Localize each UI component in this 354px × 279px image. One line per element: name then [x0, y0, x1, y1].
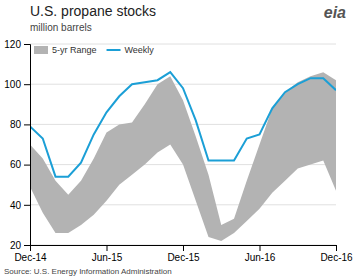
legend-label: Weekly	[125, 45, 155, 55]
source: Source: U.S. Energy Information Administ…	[4, 267, 172, 276]
y-tick: 60	[10, 159, 30, 170]
legend-swatch	[107, 49, 121, 51]
line	[30, 72, 336, 177]
y-tick: 20	[10, 240, 30, 251]
grid-line	[30, 84, 336, 85]
x-tick-label: Dec-16	[320, 252, 353, 263]
legend: 5-yr Range Weekly	[34, 45, 154, 55]
grid	[30, 44, 336, 245]
x-tick-mark	[183, 245, 184, 251]
y-tick-mark	[24, 84, 30, 85]
y-tick-mark	[24, 205, 30, 206]
annotation: eia	[324, 4, 346, 21]
x-tick-label: Dec-15	[167, 252, 200, 263]
y-tick-label: 20	[10, 240, 22, 251]
x-tick: Dec-16	[320, 245, 353, 263]
y-tick: 80	[10, 119, 30, 130]
x-tick: Jun-16	[245, 245, 276, 263]
y-tick: 120	[4, 39, 30, 50]
x-tick-label: Jun-16	[245, 252, 276, 263]
y-tick-label: 120	[4, 39, 21, 50]
y-tick-label: 60	[10, 159, 22, 170]
x-tick-mark	[107, 245, 108, 251]
legend-label: 5-yr Range	[52, 45, 97, 55]
title: U.S. propane stocks	[30, 3, 156, 19]
y-tick-label: 100	[4, 79, 21, 90]
legend-item: Weekly	[107, 45, 155, 55]
subtitle: million barrels	[30, 22, 92, 33]
x-axis-line	[31, 246, 337, 252]
range-band	[30, 72, 336, 241]
x-axis: Dec-14 Jun-15 Dec-15 Jun-16 Dec-16	[14, 245, 353, 263]
marks	[30, 72, 336, 241]
y-tick-label: 80	[10, 119, 22, 130]
y-tick: 100	[4, 79, 30, 90]
y-axis: 20 40 60 80 100 120	[4, 39, 30, 251]
x-tick-mark	[260, 245, 261, 251]
y-tick-label: 40	[10, 200, 22, 211]
x-tick-label: Jun-15	[92, 252, 123, 263]
y-tick-mark	[24, 165, 30, 166]
x-tick: Dec-14	[14, 245, 47, 263]
x-tick-mark	[30, 245, 31, 251]
x-tick: Dec-15	[167, 245, 200, 263]
x-tick-mark	[336, 245, 337, 251]
y-tick-mark	[24, 44, 30, 45]
y-tick-mark	[24, 245, 30, 246]
chart: U.S. propane stocks million barrels eia Sou…	[0, 0, 354, 279]
legend-item: 5-yr Range	[34, 45, 97, 55]
x-tick: Jun-15	[92, 245, 123, 263]
y-axis-line	[24, 45, 31, 246]
y-tick-mark	[24, 124, 30, 125]
y-tick: 40	[10, 200, 30, 211]
x-tick-label: Dec-14	[14, 252, 47, 263]
plot: 20406080100120Dec-14Jun-15Dec-15Jun-16De…	[4, 39, 353, 263]
legend-swatch	[34, 46, 48, 54]
